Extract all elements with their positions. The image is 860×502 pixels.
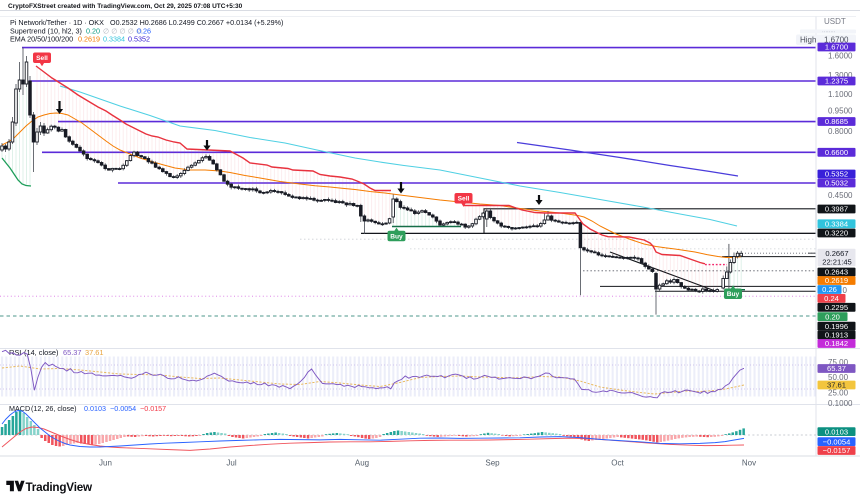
svg-text:0.3987: 0.3987 bbox=[825, 205, 848, 214]
svg-text:RSI: RSI bbox=[9, 348, 21, 357]
svg-text:USDT: USDT bbox=[824, 17, 846, 26]
svg-text:O0.2532 H0.2686 L0.2499 C0.: O0.2532 H0.2686 L0.2499 C0.2667 +0.0134 … bbox=[110, 18, 283, 27]
svg-text:1.6700: 1.6700 bbox=[824, 35, 849, 44]
svg-text:CryptoFXStreet created with Tr: CryptoFXStreet created with TradingView.… bbox=[8, 3, 243, 10]
svg-text:0.2643: 0.2643 bbox=[825, 268, 848, 277]
svg-text:0.2667: 0.2667 bbox=[825, 249, 848, 258]
svg-text:········: ········ bbox=[822, 29, 836, 35]
svg-text:1.2375: 1.2375 bbox=[825, 77, 848, 86]
svg-text:0.24: 0.24 bbox=[824, 294, 839, 303]
svg-text:−0.0054: −0.0054 bbox=[823, 437, 851, 446]
svg-text:Buy: Buy bbox=[727, 291, 740, 298]
svg-text:0.5032: 0.5032 bbox=[825, 179, 848, 188]
svg-text:Aug: Aug bbox=[355, 459, 369, 468]
svg-text:0.0103: 0.0103 bbox=[825, 427, 848, 436]
svg-text:0.1000: 0.1000 bbox=[828, 399, 853, 408]
svg-text:37.61: 37.61 bbox=[827, 381, 846, 390]
svg-text:MACD: MACD bbox=[9, 404, 30, 413]
svg-text:∅ ∅ ∅ ∅ ∅: ∅ ∅ ∅ ∅ ∅ bbox=[103, 26, 142, 35]
svg-text:0.2619: 0.2619 bbox=[78, 34, 100, 43]
svg-text:0.20: 0.20 bbox=[825, 312, 840, 321]
svg-text:22:21:45: 22:21:45 bbox=[822, 257, 852, 266]
svg-text:0.3384: 0.3384 bbox=[825, 220, 848, 229]
svg-text:0.4500: 0.4500 bbox=[828, 191, 853, 200]
svg-text:Pi Network/Tether · 1D · OKX: Pi Network/Tether · 1D · OKX bbox=[10, 18, 104, 27]
svg-text:Jul: Jul bbox=[226, 459, 236, 468]
svg-text:1.6700: 1.6700 bbox=[825, 43, 848, 52]
svg-text:0.8000: 0.8000 bbox=[828, 127, 853, 136]
svg-text:0.5352: 0.5352 bbox=[128, 34, 150, 43]
svg-text:0.26: 0.26 bbox=[137, 26, 151, 35]
svg-text:TradingView: TradingView bbox=[26, 481, 94, 494]
svg-text:75.00: 75.00 bbox=[828, 358, 849, 367]
svg-text:0.2619: 0.2619 bbox=[825, 276, 848, 285]
svg-text:0.6600: 0.6600 bbox=[825, 148, 848, 157]
svg-text:0.1842: 0.1842 bbox=[825, 339, 848, 348]
svg-text:25.00: 25.00 bbox=[828, 388, 849, 397]
svg-text:0.26: 0.26 bbox=[822, 285, 837, 294]
svg-text:0.3220: 0.3220 bbox=[825, 229, 848, 238]
svg-text:−0.0054: −0.0054 bbox=[110, 404, 136, 413]
svg-text:65.37: 65.37 bbox=[827, 364, 846, 373]
svg-text:Nov: Nov bbox=[742, 459, 756, 468]
svg-text:Sell: Sell bbox=[458, 196, 470, 203]
svg-text:−0.0157: −0.0157 bbox=[823, 446, 851, 455]
svg-text:0.0103: 0.0103 bbox=[84, 404, 106, 413]
svg-text:0.1913: 0.1913 bbox=[825, 331, 848, 340]
svg-text:1.1000: 1.1000 bbox=[828, 90, 853, 99]
svg-text:0.9500: 0.9500 bbox=[828, 106, 853, 115]
svg-text:0.8685: 0.8685 bbox=[825, 117, 848, 126]
svg-text:Sep: Sep bbox=[485, 459, 500, 468]
svg-text:1.6000: 1.6000 bbox=[828, 51, 853, 60]
svg-text:Buy: Buy bbox=[390, 233, 403, 240]
svg-text:0.20: 0.20 bbox=[86, 26, 100, 35]
svg-text:0.2295: 0.2295 bbox=[825, 303, 848, 312]
svg-text:65.37: 65.37 bbox=[63, 348, 82, 357]
svg-text:EMA 20/50/100/200: EMA 20/50/100/200 bbox=[10, 34, 73, 43]
svg-text:High: High bbox=[800, 35, 816, 44]
svg-text:37.61: 37.61 bbox=[85, 348, 104, 357]
svg-text:(12, 26, close): (12, 26, close) bbox=[31, 404, 77, 413]
svg-text:0.3384: 0.3384 bbox=[103, 34, 125, 43]
svg-text:50.00: 50.00 bbox=[828, 373, 849, 382]
svg-text:−0.0157: −0.0157 bbox=[140, 404, 166, 413]
svg-text:1.3000: 1.3000 bbox=[828, 71, 853, 80]
svg-text:Jun: Jun bbox=[99, 459, 112, 468]
svg-text:Supertrend (10, hl2, 3): Supertrend (10, hl2, 3) bbox=[10, 26, 82, 35]
svg-text:0.5352: 0.5352 bbox=[825, 170, 848, 179]
svg-text:(14, close): (14, close) bbox=[24, 348, 59, 357]
svg-text:Sell: Sell bbox=[36, 55, 48, 62]
svg-text:0.1996: 0.1996 bbox=[825, 322, 848, 331]
svg-text:0: 0 bbox=[843, 286, 848, 295]
svg-text:Oct: Oct bbox=[611, 459, 624, 468]
